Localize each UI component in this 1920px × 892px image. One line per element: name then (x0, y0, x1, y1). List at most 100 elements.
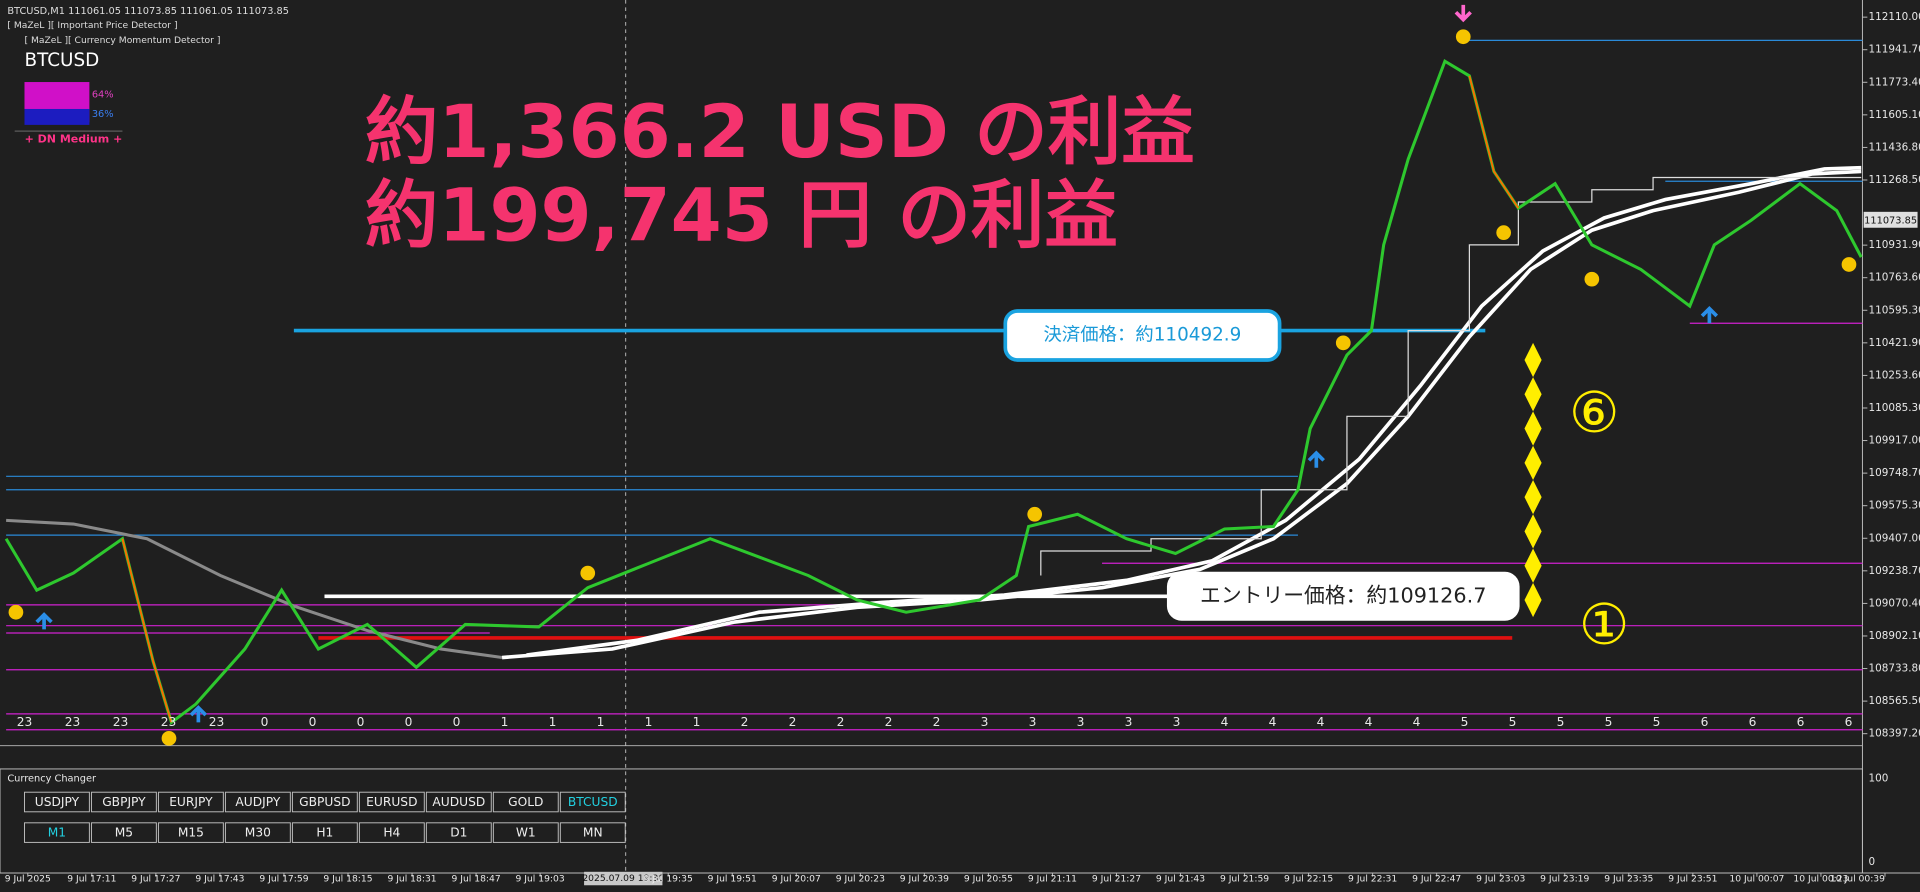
button[interactable] (291, 791, 358, 813)
hour-label: 5 (1653, 715, 1661, 729)
hour-label: 0 (453, 715, 461, 729)
button[interactable] (90, 791, 157, 813)
price-label: 110421.90 (1869, 337, 1920, 349)
hour-label: 4 (1413, 715, 1421, 729)
time-label: 9 Jul 20:23 (836, 874, 885, 885)
price-label: 111436.80 (1869, 141, 1920, 153)
button[interactable] (559, 791, 626, 813)
hour-label: 0 (357, 715, 365, 729)
price-label: 110763.60 (1869, 272, 1920, 284)
price-label: 109917.00 (1869, 435, 1920, 447)
hour-label: 4 (1365, 715, 1373, 729)
exit-price-box (1003, 309, 1282, 362)
coin-marker (161, 730, 177, 746)
price-label: 109407.00 (1869, 532, 1920, 544)
time-label: 9 Jul 23:51 (1668, 874, 1717, 885)
price-label: 111268.50 (1869, 174, 1920, 186)
hour-label: 5 (1461, 715, 1469, 729)
time-label: 9 Jul 21:27 (1092, 874, 1141, 885)
time-label: 9 Jul 19:03 (516, 874, 565, 885)
button[interactable] (24, 822, 90, 843)
button[interactable] (157, 791, 224, 813)
time-label: 10 Jul 00:07 (1729, 874, 1784, 885)
signal-label: + DN Medium + (25, 133, 123, 146)
price-label: 111605.10 (1869, 109, 1920, 121)
button[interactable] (90, 822, 157, 843)
time-label: 10 Jul 00:23 (1793, 874, 1848, 885)
button[interactable] (157, 822, 224, 843)
button-label[interactable]: AUDJPY (235, 795, 280, 809)
price-label: 108397.20 (1869, 728, 1920, 740)
button-label[interactable]: D1 (450, 826, 467, 840)
time-label: 9 Jul 21:11 (1028, 874, 1077, 885)
hour-label: 2 (789, 715, 797, 729)
profit-jpy: 約199,745 円 の利益 (365, 173, 1118, 258)
button-label[interactable]: MN (583, 826, 603, 840)
hour-label: 3 (981, 715, 989, 729)
bar-block (24, 108, 90, 125)
button[interactable] (358, 791, 425, 813)
button[interactable] (425, 791, 492, 813)
subwindow-title: Currency Changer (7, 774, 97, 785)
hour-label: 4 (1269, 715, 1277, 729)
time-label: 9 Jul 19:51 (708, 874, 757, 885)
hour-label: 23 (161, 715, 177, 729)
time-label: 9 Jul 23:03 (1476, 874, 1525, 885)
entry-price-box (1166, 571, 1520, 621)
indicator-label: [ MaZeL ][ Important Price Detector ] (7, 20, 177, 31)
signal-markers (8, 4, 1857, 746)
hour-label: 3 (1029, 715, 1037, 729)
button-label[interactable]: USDJPY (35, 795, 80, 809)
time-label: 9 Jul 2025 (5, 874, 51, 885)
button[interactable] (24, 791, 90, 813)
button-label[interactable]: GBPUSD (299, 795, 350, 809)
hour-label: 2 (933, 715, 941, 729)
button-label[interactable]: W1 (516, 826, 536, 840)
time-label: 9 Jul 18:31 (387, 874, 436, 885)
time-label: 9 Jul 22:31 (1348, 874, 1397, 885)
time-label: 9 Jul 23:19 (1540, 874, 1589, 885)
button-label[interactable]: M15 (178, 826, 204, 840)
button-label[interactable]: GOLD (508, 795, 543, 809)
crosshair-time: 2025.07.09 19:30 (582, 873, 664, 884)
hour-label: 3 (1077, 715, 1085, 729)
hour-label: 1 (597, 715, 605, 729)
hour-label: 2 (885, 715, 893, 729)
time-label: 9 Jul 21:59 (1220, 874, 1269, 885)
current-price-box (1863, 211, 1918, 228)
button-label[interactable]: M1 (48, 826, 66, 840)
button-label[interactable]: M5 (115, 826, 133, 840)
exit-price-label: 決済価格：約110492.9 (1044, 324, 1242, 345)
price-label: 110085.30 (1869, 402, 1920, 414)
button-label[interactable]: H4 (383, 826, 400, 840)
price-trace-down (1468, 75, 1520, 209)
button-label[interactable]: BTCUSD (568, 795, 618, 809)
hour-label: 23 (17, 715, 33, 729)
button-label[interactable]: AUDUSD (432, 795, 485, 809)
button-label[interactable]: EURUSD (366, 795, 417, 809)
button[interactable] (492, 791, 559, 813)
button[interactable] (425, 822, 492, 843)
button-label[interactable]: H1 (316, 826, 333, 840)
hour-label: 2 (741, 715, 749, 729)
button[interactable] (224, 791, 291, 813)
button[interactable] (358, 822, 425, 843)
hour-label: 4 (1317, 715, 1325, 729)
button-label[interactable]: M30 (245, 826, 271, 840)
time-label: 9 Jul 22:47 (1412, 874, 1461, 885)
current-price: 111073.85 (1864, 215, 1917, 226)
subwindow-axis-label: 100 (1869, 773, 1889, 785)
price-label: 110253.60 (1869, 369, 1920, 381)
button[interactable] (291, 822, 358, 843)
time-label: 9 Jul 20:07 (772, 874, 821, 885)
moving-average-gray (6, 518, 503, 660)
up-arrow (1700, 305, 1719, 324)
button[interactable] (559, 822, 626, 843)
button[interactable] (224, 822, 291, 843)
button-label[interactable]: EURJPY (169, 795, 213, 809)
button-label[interactable]: GBPJPY (102, 795, 146, 809)
button[interactable] (492, 822, 559, 843)
symbol-info: BTCUSD,M1 111061.05 111073.85 111061.05 … (7, 6, 289, 17)
time-label: 9 Jul 23:35 (1604, 874, 1653, 885)
